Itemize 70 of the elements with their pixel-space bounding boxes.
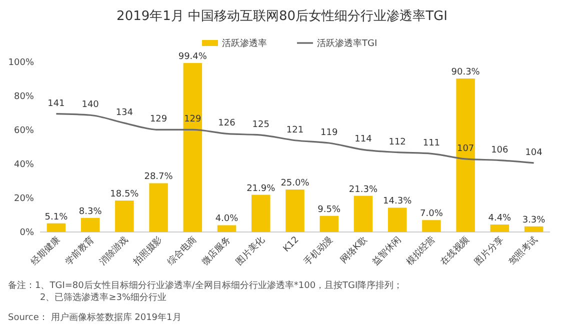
y-tick-label: 20% <box>14 194 34 204</box>
data-label: 119 <box>320 128 338 138</box>
data-label: 21.9% <box>246 184 276 194</box>
bar <box>422 220 441 232</box>
data-label: 106 <box>491 145 509 156</box>
data-label: 8.3% <box>78 206 102 217</box>
x-tick-label: 消除游戏 <box>97 234 131 268</box>
text: 备注：1、TGI=80后女性目标细分行业渗透率/全网目标细分行业渗透率*100，且按TGI降序排列； <box>8 280 403 291</box>
data-label: 99.4% <box>178 52 208 62</box>
x-tick-label: 益智休闲 <box>370 234 404 268</box>
x-tick-label: 驾照考试 <box>506 234 540 268</box>
y-tick-label: 80% <box>14 92 34 102</box>
bar <box>286 190 304 232</box>
data-label: 125 <box>252 120 270 130</box>
source-note: Source： 用户画像标签数据库 2019年1月 <box>8 312 182 323</box>
bar <box>490 224 510 232</box>
data-label: 129 <box>150 114 168 125</box>
x-tick-label: 模拟经营 <box>404 234 438 268</box>
bar <box>456 78 475 232</box>
x-tick-label: 网络K歌 <box>338 234 370 266</box>
legend-label: 活跃渗透率 <box>222 38 267 49</box>
x-tick-label: 在线视频 <box>438 234 472 268</box>
bar <box>217 225 236 232</box>
x-tick-label: 图片美化 <box>234 234 268 268</box>
data-label: 107 <box>456 144 474 154</box>
data-label: 14.3% <box>383 196 412 207</box>
data-label: 90.3% <box>451 67 480 78</box>
bar <box>524 226 544 232</box>
bar <box>149 183 168 232</box>
bar <box>183 63 202 232</box>
y-tick-label: 40% <box>14 160 34 170</box>
data-label: 112 <box>388 137 406 148</box>
x-tick-label: 综合电商 <box>166 234 199 268</box>
data-label: 134 <box>116 108 134 118</box>
x-tick-label: K12 <box>282 235 302 254</box>
data-label: 114 <box>354 134 372 145</box>
data-label: 4.4% <box>488 214 512 224</box>
data-label: 104 <box>525 148 543 158</box>
data-label: 111 <box>422 138 440 149</box>
text: 2、已筛选渗透率≥3%细分行业 <box>40 292 167 303</box>
bar <box>115 200 134 232</box>
data-label: 129 <box>184 114 202 125</box>
chart-title: 2019年1月 中国移动互联网80后女性细分行业渗透率TGI <box>116 8 448 24</box>
data-label: 28.7% <box>144 172 174 182</box>
data-label: 21.3% <box>348 184 378 195</box>
data-label: 7.0% <box>420 209 444 220</box>
data-label: 9.5% <box>318 204 341 215</box>
x-tick-label: 微店服务 <box>200 234 233 268</box>
data-label: 5.1% <box>44 212 68 222</box>
data-label: 126 <box>218 118 236 129</box>
x-tick-label: 学前教育 <box>63 234 96 268</box>
x-tick-label: 拍照摄影 <box>130 234 165 268</box>
data-label: 4.0% <box>215 214 239 224</box>
data-label: 121 <box>286 125 304 136</box>
legend-label: 活跃渗透率TGI <box>317 38 378 49</box>
data-label: 18.5% <box>110 190 140 200</box>
data-label: 141 <box>48 98 65 109</box>
bar <box>320 216 338 232</box>
y-tick-label: 60% <box>14 126 34 136</box>
bar <box>80 218 100 232</box>
data-label: 3.3% <box>522 215 546 226</box>
bar <box>252 194 270 232</box>
x-tick-label: 手机动漫 <box>302 234 336 268</box>
bar <box>46 223 66 232</box>
y-tick-label: 100% <box>8 58 34 68</box>
data-label: 140 <box>82 100 100 110</box>
bar <box>354 196 373 232</box>
x-tick-label: 图片分享 <box>472 234 506 268</box>
data-label: 25.0% <box>280 178 310 188</box>
bar <box>388 208 407 232</box>
